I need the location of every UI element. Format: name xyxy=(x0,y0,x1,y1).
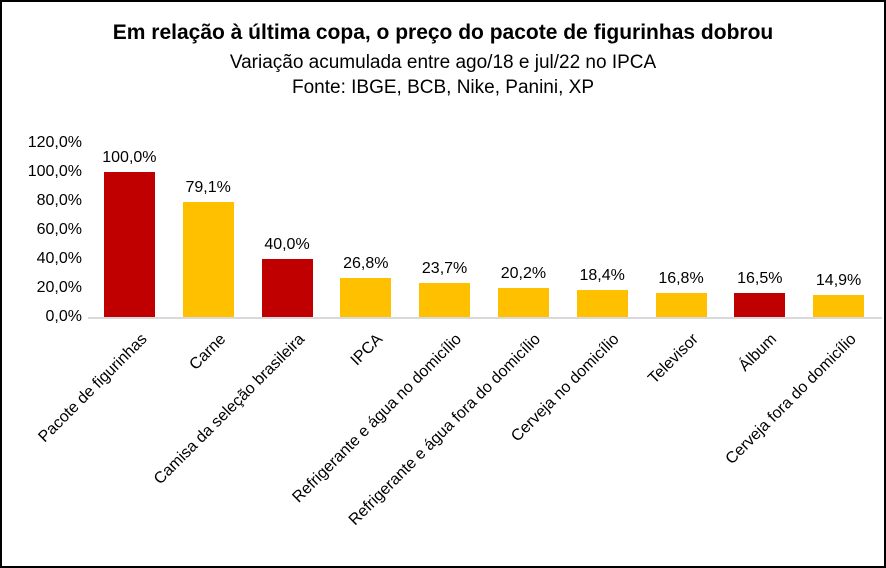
x-axis-category-label: Álbum xyxy=(736,330,781,375)
bar xyxy=(419,282,471,317)
x-axis-category-label: Televisor xyxy=(645,330,702,388)
bar xyxy=(261,259,313,317)
bar-value-label: 20,2% xyxy=(500,264,547,282)
bar xyxy=(734,293,786,317)
y-axis-tick-label: 120,0% xyxy=(27,134,82,151)
x-axis-category-label: Camisa da seleção brasileira xyxy=(150,330,308,488)
y-axis-tick-label: 100,0% xyxy=(27,163,82,180)
bar-value-label: 14,9% xyxy=(815,272,862,290)
y-axis-tick-label: 20,0% xyxy=(36,279,82,296)
chart-title: Em relação à última copa, o preço do pac… xyxy=(112,21,774,44)
x-axis-category-label: IPCA xyxy=(348,330,387,370)
bar-value-label: 79,1% xyxy=(185,179,231,197)
chart-source: Fonte: IBGE, BCB, Nike, Panini, XP xyxy=(291,77,594,98)
bar-value-label: 16,5% xyxy=(737,270,783,288)
chart-subtitle: Variação acumulada entre ago/18 e jul/22… xyxy=(229,52,657,73)
bar-value-label: 18,4% xyxy=(579,267,625,285)
y-axis-tick-label: 80,0% xyxy=(36,192,82,209)
bar xyxy=(576,290,628,317)
bar xyxy=(813,295,865,317)
bar-value-label: 26,8% xyxy=(343,255,389,273)
bar-value-label: 40,0% xyxy=(264,236,310,253)
x-axis-category-label: Cerveja fora do domicílio xyxy=(722,330,860,468)
y-axis-tick-label: 60,0% xyxy=(36,221,82,238)
bar xyxy=(497,287,549,317)
bar xyxy=(103,172,155,317)
x-axis-category-label: Carne xyxy=(186,330,229,374)
y-axis-tick-label: 0,0% xyxy=(45,308,82,325)
bar xyxy=(340,278,392,317)
chart-header: Em relação à última copa, o preço do pac… xyxy=(2,16,884,100)
x-axis-category-label: Pacote de figurinhas xyxy=(34,330,151,446)
bar xyxy=(182,202,234,317)
bar xyxy=(655,292,707,317)
bar-value-label: 16,8% xyxy=(658,269,704,287)
y-axis-tick-label: 40,0% xyxy=(36,250,82,267)
x-axis-line xyxy=(88,317,882,319)
x-axis-category-label: Refrigerante e água no domicílio xyxy=(289,330,466,507)
bar-value-label: 100,0% xyxy=(102,149,157,166)
bar-value-label: 23,7% xyxy=(421,259,468,277)
